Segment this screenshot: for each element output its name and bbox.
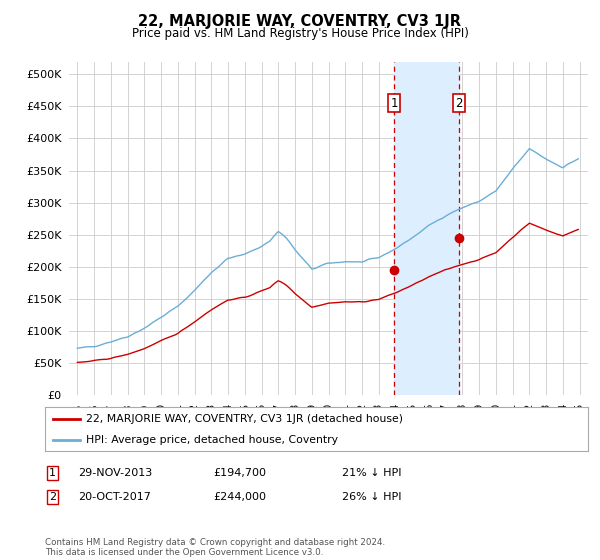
Bar <box>394 62 459 395</box>
Text: 2: 2 <box>49 492 56 502</box>
Text: 26% ↓ HPI: 26% ↓ HPI <box>342 492 401 502</box>
Text: Contains HM Land Registry data © Crown copyright and database right 2024.
This d: Contains HM Land Registry data © Crown c… <box>45 538 385 557</box>
Text: £244,000: £244,000 <box>213 492 266 502</box>
Text: 1: 1 <box>390 97 398 110</box>
Text: 29-NOV-2013: 29-NOV-2013 <box>78 468 152 478</box>
Text: 2: 2 <box>455 97 463 110</box>
Text: 22, MARJORIE WAY, COVENTRY, CV3 1JR (detached house): 22, MARJORIE WAY, COVENTRY, CV3 1JR (det… <box>86 414 403 424</box>
Text: 20-OCT-2017: 20-OCT-2017 <box>78 492 151 502</box>
Text: 22, MARJORIE WAY, COVENTRY, CV3 1JR: 22, MARJORIE WAY, COVENTRY, CV3 1JR <box>139 14 461 29</box>
Text: HPI: Average price, detached house, Coventry: HPI: Average price, detached house, Cove… <box>86 435 338 445</box>
Text: 21% ↓ HPI: 21% ↓ HPI <box>342 468 401 478</box>
Text: Price paid vs. HM Land Registry's House Price Index (HPI): Price paid vs. HM Land Registry's House … <box>131 27 469 40</box>
Text: 1: 1 <box>49 468 56 478</box>
Text: £194,700: £194,700 <box>213 468 266 478</box>
